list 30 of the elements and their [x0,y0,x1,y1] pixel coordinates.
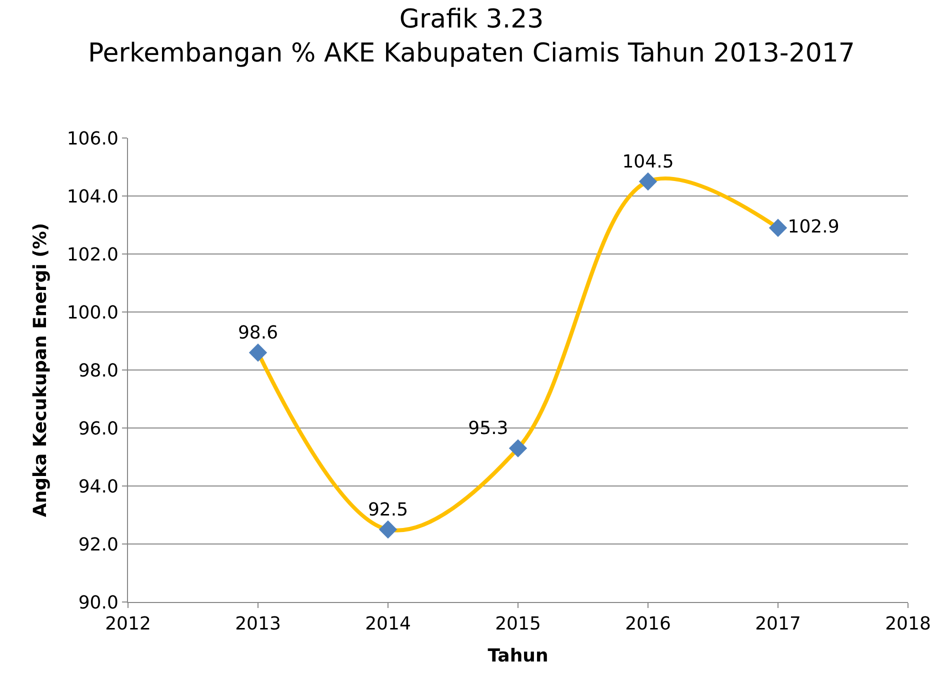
point [378,520,398,539]
y-tick-label: 102.0 [66,244,118,266]
y-tick-label: 100.0 [66,302,118,324]
data-label: 98.6 [238,322,278,344]
y-tick-label: 94.0 [78,476,118,498]
x-tick-label: 2017 [755,614,801,635]
point [248,344,268,362]
data-label: 92.5 [368,499,408,520]
y-tick-label: 96.0 [78,418,118,440]
y-tick-label: 92.0 [78,534,118,556]
y-axis-title: Angka Kecukupan Energi (%) [30,222,52,518]
x-tick-label: 2015 [495,614,541,635]
chart-title: Grafik 3.23 [399,4,544,35]
x-axis-title: Tahun [488,646,548,667]
point [508,439,528,458]
x-tick-label: 2012 [105,614,151,635]
y-tick-label: 106.0 [66,128,118,150]
chart-subtitle: Perkembangan % AKE Kabupaten Ciamis Tahun 2013-2017 [88,38,855,68]
x-tick-label: 2018 [885,614,931,635]
x-tick-label: 2013 [235,614,281,635]
x-tick-label: 2014 [365,614,411,635]
point [768,218,788,237]
point [638,172,658,191]
data-label: 104.5 [622,151,674,172]
data-label: 102.9 [788,216,840,238]
y-tick-label: 90.0 [78,592,118,614]
y-tick-label: 104.0 [66,186,118,208]
x-tick-label: 2016 [625,614,671,635]
data-label: 95.3 [468,418,508,440]
y-tick-label: 98.0 [78,360,118,382]
